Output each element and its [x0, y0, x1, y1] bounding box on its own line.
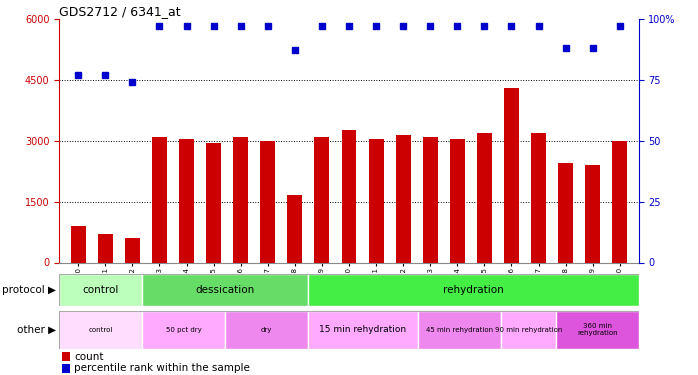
Bar	[62, 364, 70, 373]
Bar	[206, 142, 221, 262]
Bar	[288, 195, 302, 262]
Bar	[418, 311, 500, 349]
Bar	[477, 132, 492, 262]
Bar	[308, 311, 418, 349]
Bar	[500, 311, 556, 349]
Bar	[142, 274, 308, 306]
Bar	[315, 136, 329, 262]
Bar	[369, 139, 383, 262]
Bar	[558, 163, 573, 262]
Text: rehydration: rehydration	[443, 285, 503, 295]
Bar	[556, 311, 639, 349]
Text: 15 min rehydration: 15 min rehydration	[319, 326, 406, 334]
Bar	[59, 274, 142, 306]
Bar	[504, 88, 519, 262]
Bar	[450, 139, 465, 262]
Bar	[59, 311, 142, 349]
Text: 50 pct dry: 50 pct dry	[165, 327, 201, 333]
Text: 360 min
rehydration: 360 min rehydration	[577, 324, 618, 336]
Text: control: control	[82, 285, 119, 295]
Bar	[612, 141, 628, 262]
Text: other ▶: other ▶	[17, 325, 56, 335]
Bar	[152, 136, 167, 262]
Text: dessication: dessication	[195, 285, 255, 295]
Text: percentile rank within the sample: percentile rank within the sample	[75, 363, 251, 373]
Bar	[179, 139, 194, 262]
Bar	[225, 311, 308, 349]
Text: 45 min rehydration: 45 min rehydration	[426, 327, 493, 333]
Bar	[531, 132, 546, 262]
Bar	[308, 274, 639, 306]
Bar	[341, 130, 357, 262]
Bar	[125, 238, 140, 262]
Text: protocol ▶: protocol ▶	[2, 285, 56, 295]
Text: 90 min rehydration: 90 min rehydration	[495, 327, 562, 333]
Bar	[70, 226, 86, 262]
Bar	[62, 352, 70, 361]
Text: GDS2712 / 6341_at: GDS2712 / 6341_at	[59, 4, 181, 18]
Bar	[396, 135, 410, 262]
Text: dry: dry	[260, 327, 272, 333]
Bar	[423, 136, 438, 262]
Bar	[260, 141, 275, 262]
Bar	[233, 136, 248, 262]
Bar	[585, 165, 600, 262]
Bar	[142, 311, 225, 349]
Bar	[98, 234, 113, 262]
Text: control: control	[89, 327, 113, 333]
Text: count: count	[75, 352, 104, 362]
